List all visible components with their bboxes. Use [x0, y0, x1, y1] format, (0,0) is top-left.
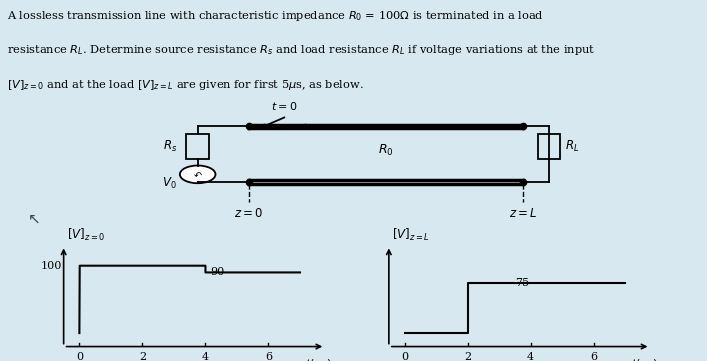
Text: $t(\mu s)$: $t(\mu s)$ [631, 357, 658, 361]
Text: $R_0$: $R_0$ [378, 143, 394, 158]
Text: $V_0$: $V_0$ [163, 176, 177, 191]
Text: 75: 75 [515, 278, 529, 288]
Text: $z=L$: $z=L$ [509, 207, 538, 220]
Text: A lossless transmission line with characteristic impedance $R_0$ = 100$\Omega$ i: A lossless transmission line with charac… [7, 9, 544, 23]
Text: $R_L$: $R_L$ [565, 139, 579, 154]
Text: ↖: ↖ [28, 212, 41, 227]
Text: $t=0$: $t=0$ [271, 100, 298, 113]
Bar [538, 134, 560, 159]
Text: $[V]_{z=0}$ and at the load $[V]_{z=L}$ are given for first 5$\mu$s, as below.: $[V]_{z=0}$ and at the load $[V]_{z=L}$ … [7, 78, 364, 92]
Text: 90: 90 [210, 268, 224, 278]
Text: 4: 4 [527, 352, 534, 361]
Text: resistance $R_L$. Determine source resistance $R_s$ and load resistance $R_L$ if: resistance $R_L$. Determine source resis… [7, 43, 595, 57]
Text: 0: 0 [76, 352, 83, 361]
Circle shape [180, 165, 216, 183]
Text: 4: 4 [202, 352, 209, 361]
Text: $[V]_{z=0}$: $[V]_{z=0}$ [66, 227, 105, 243]
Bar [187, 134, 209, 159]
Text: 0: 0 [401, 352, 408, 361]
Text: $z=0$: $z=0$ [234, 207, 263, 220]
Text: $\curvearrowleft$: $\curvearrowleft$ [192, 169, 204, 179]
Text: $[V]_{z=L}$: $[V]_{z=L}$ [392, 227, 430, 243]
Text: 6: 6 [265, 352, 272, 361]
Text: $R_s$: $R_s$ [163, 139, 177, 154]
Text: $t(\mu s)$: $t(\mu s)$ [305, 357, 332, 361]
Text: 2: 2 [464, 352, 471, 361]
Text: 100: 100 [41, 261, 62, 271]
Text: 2: 2 [139, 352, 146, 361]
Text: 6: 6 [590, 352, 597, 361]
